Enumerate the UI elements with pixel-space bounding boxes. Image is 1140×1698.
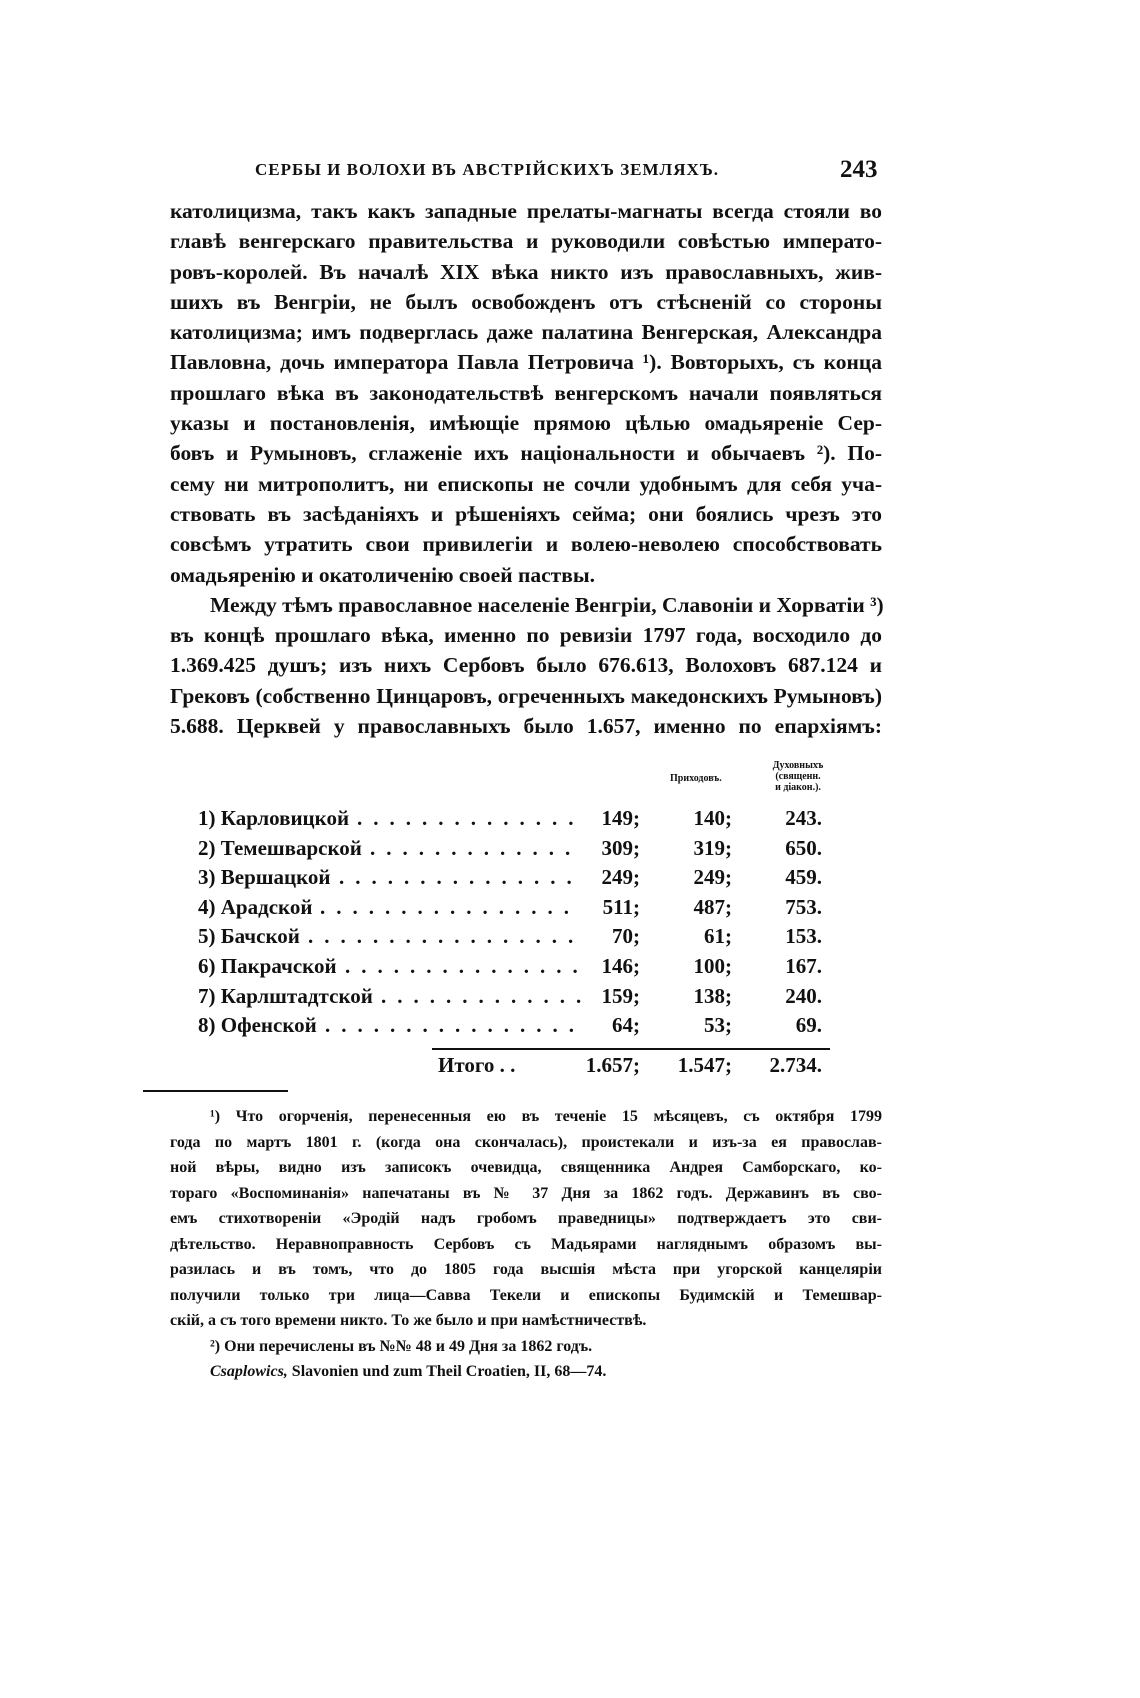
parishes-value: 61; (704, 924, 732, 949)
total-rule (432, 1048, 830, 1050)
diocese-name: 3) Вершацкой (198, 865, 331, 890)
clergy-value: 69. (795, 1013, 822, 1038)
parishes-value: 100; (693, 954, 733, 978)
body-text: католицизма, такъ какъ западные прелаты-… (170, 196, 884, 741)
total-label: Итого . . (438, 1053, 516, 1077)
table-row: 5) Бачской 70; 61; 153.................. (198, 924, 830, 954)
footnote-line: Csaplowics, Slavonien und zum Theil Croa… (170, 1359, 882, 1385)
footnote-author: Csaplowics, (210, 1363, 288, 1380)
text-line: прошлаго вѣка въ законодательствѣ венгер… (170, 380, 882, 405)
leader-dots: ................ (325, 1013, 585, 1038)
churches-value: 511; (602, 894, 640, 919)
table-row: 3) Вершацкой 249; 249; 459................ (198, 865, 830, 895)
clergy-value: 243. (785, 806, 822, 830)
header-parishes: Приходовъ. (670, 773, 722, 784)
footnote-citation: Slavonien und zum Theil Croatien, II, 68… (287, 1363, 607, 1380)
leader-dots: ............... (345, 954, 589, 978)
total-churches: 1.657; (585, 1053, 640, 1077)
text-line: Между тѣмъ православное населеніе Венгрі… (210, 592, 884, 617)
leader-dots: .............. (357, 806, 585, 830)
clergy-value: 459. (785, 865, 822, 890)
text-line: бовъ и Румыновъ, сглаженіе ихъ національ… (170, 441, 882, 466)
footnote-line: тораго «Воспоминанія» напечатаны въ № 37… (170, 1184, 882, 1202)
parishes-value: 140; (693, 806, 733, 830)
diocese-name: 8) Офенской (198, 1013, 317, 1038)
footnote-rule (143, 1090, 288, 1092)
table-row: 6) Пакрачской 146; 100; 167................ (198, 954, 830, 984)
text-line: ровъ-королей. Въ началѣ XIX вѣка никто и… (170, 259, 882, 284)
text-line: 1.369.425 душъ; изъ нихъ Сербовъ было 67… (170, 653, 882, 678)
leader-dots: ................ (320, 894, 580, 919)
text-line: въ концѣ прошлаго вѣка, именно по ревизі… (170, 623, 882, 648)
table-row: 2) Темешварской 309; 319; 650.............. (198, 836, 830, 866)
total-row: Итого . . 1.657; 1.547; 2.734. (198, 1053, 830, 1083)
leader-dots: ............... (339, 865, 583, 890)
table-row: 7) Карлштадтской 159; 138; 240.............… (198, 984, 830, 1014)
clergy-value: 240. (785, 983, 822, 1008)
churches-value: 70; (612, 924, 640, 949)
header-clergy-line: (священн. (775, 771, 821, 782)
leader-dots: ................. (308, 924, 585, 949)
churches-value: 64; (612, 1013, 640, 1038)
clergy-value: 753. (785, 894, 822, 919)
churches-value: 149; (601, 806, 641, 830)
table-row: 1) Карловицкой 149; 140; 243............... (198, 806, 830, 836)
churches-value: 249; (601, 865, 641, 890)
clergy-value: 650. (785, 835, 822, 860)
diocese-name: 5) Бачской (198, 924, 300, 949)
text-line: указы и постановленія, имѣющіе прямою цѣ… (170, 411, 882, 436)
churches-value: 146; (601, 954, 641, 978)
footnote-line: ²) Они перечислены въ №№ 48 и 49 Дня за … (210, 1337, 593, 1355)
table-row: 8) Офенской 64; 53; 69................. (198, 1013, 830, 1043)
churches-value: 309; (601, 835, 641, 860)
text-line: Грековъ (собственно Цинцаровъ, огреченны… (170, 683, 882, 708)
parishes-value: 138; (693, 983, 733, 1008)
footnote-line: скій, а съ того времени никто. То же был… (170, 1312, 647, 1329)
text-line: 5.688. Церквей у православныхъ было 1.65… (170, 714, 882, 739)
running-title: СЕРБЫ И ВОЛОХИ ВЪ АВСТРІЙСКИХЪ ЗЕМЛЯХЪ. (255, 160, 720, 179)
footnote-line: года по мартъ 1801 г. (когда она скончал… (170, 1133, 882, 1151)
footnote-line: разилась и въ томъ, что до 1805 года выс… (170, 1261, 882, 1278)
header-clergy: Духовныхъ (священн. и діакон.). (758, 760, 838, 793)
table-row: 4) Арадской 511; 487; 753................. (198, 895, 830, 925)
diocese-name: 6) Пакрачской (198, 954, 337, 978)
leader-dots: ............. (370, 835, 582, 860)
text-line: омадьяренію и окатоличенію своей паствы. (170, 562, 596, 587)
header-clergy-line: и діакон.). (775, 782, 821, 793)
clergy-value: 153. (785, 924, 822, 949)
clergy-value: 167. (785, 954, 822, 978)
text-line: ствовать въ засѣданіяхъ и рѣшеніяхъ сейм… (170, 501, 882, 526)
footnote-line: ной вѣры, видно изъ записокъ очевидца, с… (170, 1159, 882, 1176)
leader-dots: ............. (381, 983, 593, 1008)
text-line: католицизма; имъ подверглась даже палати… (170, 320, 882, 345)
parishes-value: 53; (704, 1013, 732, 1038)
footnote-line: дѣтельство. Неравноправность Сербовъ съ … (170, 1235, 882, 1253)
parishes-value: 249; (693, 865, 733, 890)
header-clergy-line: Духовныхъ (772, 760, 824, 771)
diocese-name: 2) Темешварской (198, 835, 362, 860)
diocese-name: 4) Арадской (198, 894, 313, 919)
diocese-name: 1) Карловицкой (198, 806, 350, 830)
text-line: католицизма, такъ какъ западные прелаты-… (170, 199, 882, 223)
parishes-value: 487; (693, 894, 733, 919)
text-line: главѣ венгерскаго правительства и руково… (170, 229, 882, 254)
footnote-line: ¹) Что огорченія, перенесенныя ею въ теч… (210, 1108, 882, 1125)
footnotes: ¹) Что огорченія, перенесенныя ею въ теч… (170, 1104, 882, 1385)
total-clergy: 2.734. (769, 1053, 823, 1077)
text-line: Павловна, дочь императора Павла Петрович… (170, 350, 882, 375)
text-line: сему ни митрополитъ, ни епископы не сочл… (170, 471, 882, 496)
parishes-value: 319; (693, 835, 733, 860)
footnote-line: получили только три лица—Савва Текели и … (170, 1286, 882, 1304)
text-line: шихъ въ Венгріи, не былъ освобожденъ отъ… (170, 289, 882, 314)
total-parishes: 1.547; (677, 1053, 732, 1077)
footnote-line: емъ стихотвореніи «Эродій надъ гробомъ п… (170, 1210, 882, 1227)
churches-value: 159; (601, 983, 641, 1008)
text-line: совсѣмъ утратить свои привилегіи и волею… (170, 532, 882, 557)
page-number: 243 (840, 156, 878, 183)
diocese-name: 7) Карлштадтской (198, 983, 373, 1008)
